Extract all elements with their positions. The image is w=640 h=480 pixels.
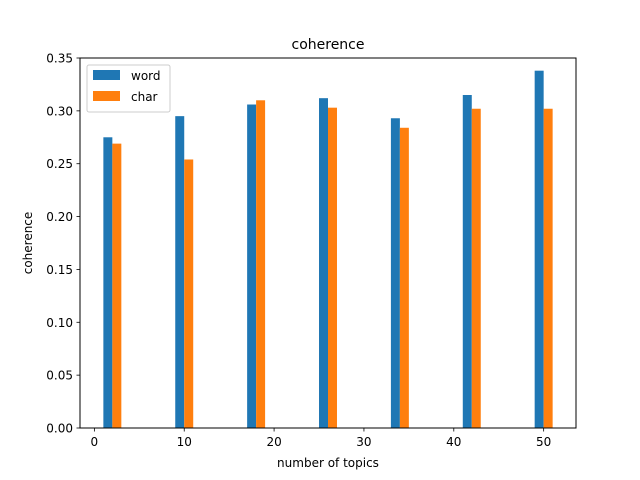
legend-swatch-word — [93, 70, 120, 80]
x-tick-label: 0 — [91, 435, 99, 449]
x-tick-label: 20 — [266, 435, 281, 449]
y-tick-label: 0.25 — [46, 157, 73, 171]
bar-char-6 — [543, 108, 553, 428]
bars-group — [103, 70, 553, 429]
legend-label-char: char — [131, 90, 158, 104]
bar-char-0 — [112, 143, 122, 428]
bar-char-3 — [328, 107, 337, 428]
bar-word-2 — [247, 104, 257, 428]
bar-word-3 — [319, 98, 328, 429]
bar-word-5 — [462, 95, 472, 428]
bar-word-0 — [103, 137, 113, 429]
chart-title: coherence — [292, 37, 365, 53]
y-tick-label: 0.30 — [46, 104, 73, 118]
y-tick-label: 0.05 — [46, 369, 73, 383]
x-tick-label: 10 — [177, 435, 192, 449]
x-tick-label: 50 — [536, 435, 551, 449]
x-axis: 0 10 20 30 40 50 — [91, 428, 551, 449]
y-tick-label: 0.35 — [46, 52, 73, 66]
y-axis-label: coherence — [21, 212, 35, 275]
legend-label-word: word — [131, 69, 161, 83]
bar-word-1 — [175, 116, 185, 429]
plot-frame — [79, 57, 577, 429]
legend: word char — [86, 64, 171, 113]
bar-word-6 — [534, 70, 544, 428]
bar-char-4 — [399, 127, 409, 429]
x-tick-label: 40 — [446, 435, 461, 449]
bar-char-5 — [471, 108, 481, 428]
y-tick-label: 0.10 — [46, 316, 73, 330]
y-tick-label: 0.00 — [46, 422, 73, 436]
y-axis: 0.00 0.05 0.10 0.15 0.20 0.25 0.30 0.35 — [46, 52, 80, 436]
bar-word-4 — [390, 118, 400, 428]
x-axis-label: number of topics — [277, 456, 379, 470]
bar-char-2 — [256, 100, 266, 429]
y-tick-label: 0.20 — [46, 210, 73, 224]
legend-swatch-char — [93, 91, 120, 101]
x-tick-label: 30 — [356, 435, 371, 449]
bar-char-1 — [184, 159, 194, 428]
y-tick-label: 0.15 — [46, 263, 73, 277]
